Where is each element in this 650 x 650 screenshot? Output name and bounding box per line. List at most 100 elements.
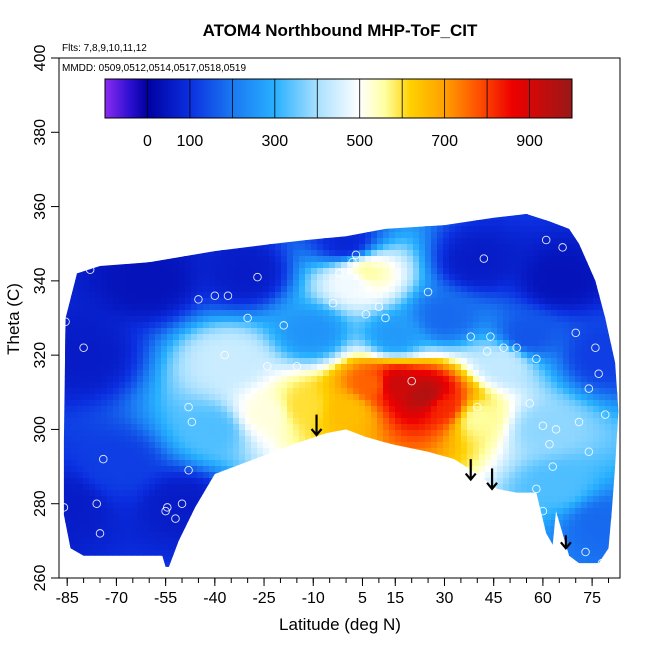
heatmap-cell xyxy=(467,406,474,413)
heatmap-cell xyxy=(125,454,132,461)
heatmap-cell xyxy=(107,268,114,275)
heatmap-cell xyxy=(233,388,240,395)
heatmap-cell xyxy=(533,472,540,479)
heatmap-cell xyxy=(443,466,450,473)
heatmap-cell xyxy=(473,430,480,437)
heatmap-cell xyxy=(521,340,528,347)
heatmap-cell xyxy=(479,406,486,413)
heatmap-cell xyxy=(71,244,78,251)
heatmap-cell xyxy=(203,442,210,449)
heatmap-cell xyxy=(239,514,246,521)
heatmap-cell xyxy=(119,562,126,567)
heatmap-cell xyxy=(131,250,138,257)
heatmap-cell xyxy=(413,256,420,263)
heatmap-cell xyxy=(221,562,228,567)
heatmap-cell xyxy=(461,484,468,491)
heatmap-cell xyxy=(449,352,456,359)
heatmap-cell xyxy=(221,352,228,359)
heatmap-cell xyxy=(215,394,222,401)
heatmap-cell xyxy=(95,214,102,221)
heatmap-cell xyxy=(161,532,168,539)
heatmap-cell xyxy=(371,526,378,533)
heatmap-cell xyxy=(95,298,102,305)
heatmap-cell xyxy=(83,532,90,539)
heatmap-cell xyxy=(383,490,390,497)
heatmap-cell xyxy=(239,244,246,251)
heatmap-cell xyxy=(101,508,108,515)
heatmap-cell xyxy=(125,490,132,497)
heatmap-cell xyxy=(227,250,234,257)
heatmap-cell xyxy=(287,520,294,527)
heatmap-cell xyxy=(131,322,138,329)
heatmap-cell xyxy=(533,346,540,353)
heatmap-cell xyxy=(203,274,210,281)
heatmap-cell xyxy=(443,448,450,455)
heatmap-cell xyxy=(515,460,522,467)
heatmap-cell xyxy=(185,430,192,437)
heatmap-cell xyxy=(431,442,438,449)
heatmap-cell xyxy=(293,340,300,347)
heatmap-cell xyxy=(437,472,444,479)
heatmap-cell xyxy=(467,424,474,431)
heatmap-cell xyxy=(107,346,114,353)
heatmap-cell xyxy=(143,532,150,539)
heatmap-cell xyxy=(227,340,234,347)
heatmap-cell xyxy=(119,454,126,461)
heatmap-cell xyxy=(293,382,300,389)
heatmap-cell xyxy=(533,316,540,323)
heatmap-cell xyxy=(377,436,384,443)
heatmap-cell xyxy=(143,442,150,449)
heatmap-cell xyxy=(149,394,156,401)
heatmap-cell xyxy=(251,478,258,485)
heatmap-cell xyxy=(395,226,402,233)
heatmap-cell xyxy=(149,496,156,503)
heatmap-cell xyxy=(125,466,132,473)
heatmap-cell xyxy=(371,520,378,527)
heatmap-cell xyxy=(257,328,264,335)
heatmap-cell xyxy=(107,322,114,329)
heatmap-cell xyxy=(515,262,522,269)
heatmap-cell xyxy=(173,472,180,479)
heatmap-cell xyxy=(311,298,318,305)
heatmap-cell xyxy=(545,550,552,557)
heatmap-cell xyxy=(485,544,492,551)
heatmap-cell xyxy=(545,352,552,359)
heatmap-cell xyxy=(63,442,66,449)
heatmap-cell xyxy=(239,268,246,275)
heatmap-cell xyxy=(533,298,540,305)
heatmap-cell xyxy=(113,322,120,329)
heatmap-cell xyxy=(119,376,126,383)
heatmap-cell xyxy=(227,418,234,425)
heatmap-cell xyxy=(443,406,450,413)
heatmap-cell xyxy=(107,514,114,521)
heatmap-cell xyxy=(449,502,456,509)
heatmap-cell xyxy=(431,448,438,455)
heatmap-cell xyxy=(89,478,96,485)
heatmap-cell xyxy=(419,406,426,413)
heatmap-cell xyxy=(161,520,168,527)
heatmap-cell xyxy=(89,262,96,269)
heatmap-cell xyxy=(95,496,102,503)
heatmap-cell xyxy=(197,418,204,425)
heatmap-cell xyxy=(257,226,264,233)
heatmap-cell xyxy=(215,508,222,515)
heatmap-cell xyxy=(527,292,534,299)
heatmap-cell xyxy=(311,304,318,311)
heatmap-cell xyxy=(389,256,396,263)
heatmap-cell xyxy=(167,412,174,419)
heatmap-cell xyxy=(203,316,210,323)
heatmap-cell xyxy=(503,502,510,509)
heatmap-cell xyxy=(431,370,438,377)
heatmap-cell xyxy=(335,538,342,545)
heatmap-cell xyxy=(419,502,426,509)
heatmap-cell xyxy=(353,472,360,479)
heatmap-cell xyxy=(293,268,300,275)
heatmap-cell xyxy=(323,412,330,419)
heatmap-cell xyxy=(449,340,456,347)
heatmap-cell xyxy=(101,424,108,431)
heatmap-cell xyxy=(161,310,168,317)
heatmap-cell xyxy=(63,376,66,383)
heatmap-cell xyxy=(161,562,168,567)
heatmap-cell xyxy=(281,448,288,455)
heatmap-cell xyxy=(71,292,78,299)
